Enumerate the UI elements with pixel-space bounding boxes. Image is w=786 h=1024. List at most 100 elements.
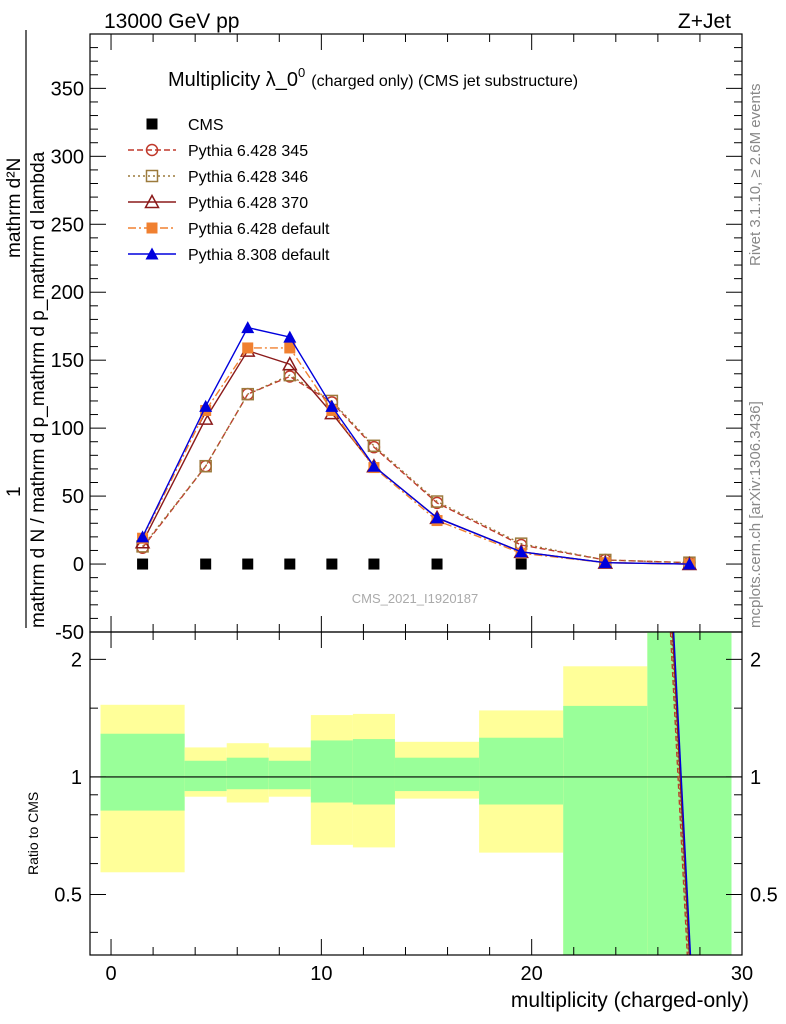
main-y-tick-label: 100: [51, 418, 84, 440]
ratio-series-line: [671, 631, 691, 956]
legend-label: Pythia 6.428 345: [188, 143, 308, 160]
series-pythia-6-428-346: [136, 368, 696, 569]
data-point: [199, 459, 212, 473]
data-point: [367, 439, 381, 453]
ratio-series-line: [672, 631, 692, 956]
ratio-green-band: [647, 632, 732, 955]
main-y-tick-label: 250: [51, 214, 84, 236]
series-line: [142, 374, 690, 564]
process-label: Z+Jet: [678, 10, 731, 33]
data-point: [136, 530, 150, 543]
main-y-tick-label: 0: [73, 554, 84, 576]
main-y-tick-label: -50: [55, 622, 84, 644]
legend-label: Pythia 8.308 default: [188, 247, 330, 264]
legend-label: CMS: [188, 117, 224, 134]
legend-marker: [145, 247, 159, 260]
data-point: [200, 558, 212, 570]
ratio-green-band: [394, 757, 480, 792]
legend-label: Pythia 6.428 default: [188, 221, 330, 238]
chart-title-suffix: (charged only) (CMS jet substructure): [311, 73, 578, 90]
series-pythia-6-428-345: [136, 370, 696, 569]
legend-label: Pythia 6.428 370: [188, 195, 308, 212]
ylabel-denominator: mathrm d N / mathrm d p_mathrm d p_mathr…: [28, 151, 49, 628]
x-tick-label: 0: [105, 963, 116, 985]
data-point: [284, 342, 296, 354]
legend-entry: CMS: [146, 117, 224, 134]
series-line: [141, 347, 690, 565]
legend-marker: [146, 222, 158, 234]
data-point: [241, 321, 255, 334]
ylabel-numerator: mathrm d²N: [4, 158, 25, 258]
ratio-green-band: [226, 757, 269, 790]
data-point: [598, 556, 612, 569]
ratio-y-tick-label-right: 0.5: [750, 885, 778, 907]
legend-entry: Pythia 8.308 default: [128, 247, 330, 264]
x-tick-label: 30: [731, 963, 753, 985]
data-point: [325, 399, 339, 412]
ratio-green-band: [479, 737, 564, 805]
data-point: [241, 387, 254, 401]
legend: CMS Pythia 6.428 345 Pythia 6.428 346 Pythi…: [128, 117, 330, 264]
legend-entry: Pythia 6.428 370: [128, 193, 308, 212]
legend-marker: [145, 169, 159, 183]
series-pythia-6-428-default: [137, 342, 695, 570]
ratio-green-band: [310, 740, 353, 803]
mcplots-label: mcplots.cern.ch [arXiv:1306.3436]: [747, 401, 764, 628]
data-point: [368, 558, 380, 570]
main-y-tick-label: 200: [51, 282, 84, 304]
main-y-tick-label: 300: [51, 146, 84, 168]
ratio-green-band: [184, 760, 227, 792]
ratio-series-line: [669, 631, 689, 956]
legend-marker: [144, 193, 160, 209]
x-tick-label: 20: [521, 963, 543, 985]
chart-title-main: Multiplicity λ_0: [168, 69, 298, 91]
main-y-tick-label: 50: [62, 486, 84, 508]
data-point: [430, 495, 444, 508]
ratio-lines: [90, 631, 742, 956]
series-cms: [137, 558, 527, 570]
legend-entry: Pythia 6.428 345: [128, 143, 308, 160]
ratio-y-tick-label-right: 2: [750, 649, 761, 671]
x-tick-label: 10: [310, 963, 332, 985]
series-line: [142, 375, 690, 564]
main-ylabel: mathrm d²N 1 mathrm d N / mathrm d p_mat…: [4, 30, 49, 628]
ratio-y-tick-label: 1: [71, 767, 82, 789]
chart-title-superscript: 0: [298, 65, 305, 80]
data-point: [431, 558, 443, 570]
ratio-axes: 0.5 0.51 12 20 10 20 30: [54, 631, 778, 985]
data-point: [367, 459, 381, 472]
data-point: [242, 558, 254, 570]
ylabel-prefix: 1: [4, 486, 25, 497]
ratio-ylabel: Ratio to CMS: [25, 792, 41, 875]
ratio-green-band: [100, 733, 185, 811]
series-line: [141, 326, 690, 565]
ratio-green-band: [352, 739, 395, 805]
legend-entry: Pythia 6.428 346: [128, 169, 308, 186]
data-point: [430, 511, 444, 524]
ratio-green-band: [563, 705, 648, 955]
legend-marker: [146, 118, 158, 130]
ratio-bands: [100, 632, 732, 955]
legend-label: Pythia 6.428 346: [188, 169, 308, 186]
data-point: [199, 399, 213, 412]
ratio-series-line: [670, 631, 690, 956]
data-point: [283, 330, 297, 343]
rivet-version-label: Rivet 3.1.10, ≥ 2.6M events: [747, 84, 764, 267]
ratio-y-tick-label: 0.5: [54, 885, 82, 907]
data-point: [326, 558, 338, 570]
ratio-frame: [89, 631, 743, 956]
x-axis-label: multiplicity (charged-only): [511, 989, 749, 1012]
series-pythia-8-308-default: [136, 321, 696, 570]
legend-entry: Pythia 6.428 default: [128, 221, 330, 238]
legend-marker: [145, 143, 159, 157]
data-point: [514, 545, 528, 558]
ratio-y-tick-label: 2: [71, 649, 82, 671]
main-series-layer: [134, 321, 698, 571]
analysis-watermark: CMS_2021_I1920187: [352, 591, 479, 606]
main-y-tick-label: 350: [51, 78, 84, 100]
data-point: [242, 342, 254, 354]
data-point: [137, 558, 149, 570]
ratio-green-band: [268, 760, 311, 790]
data-point: [282, 356, 298, 371]
